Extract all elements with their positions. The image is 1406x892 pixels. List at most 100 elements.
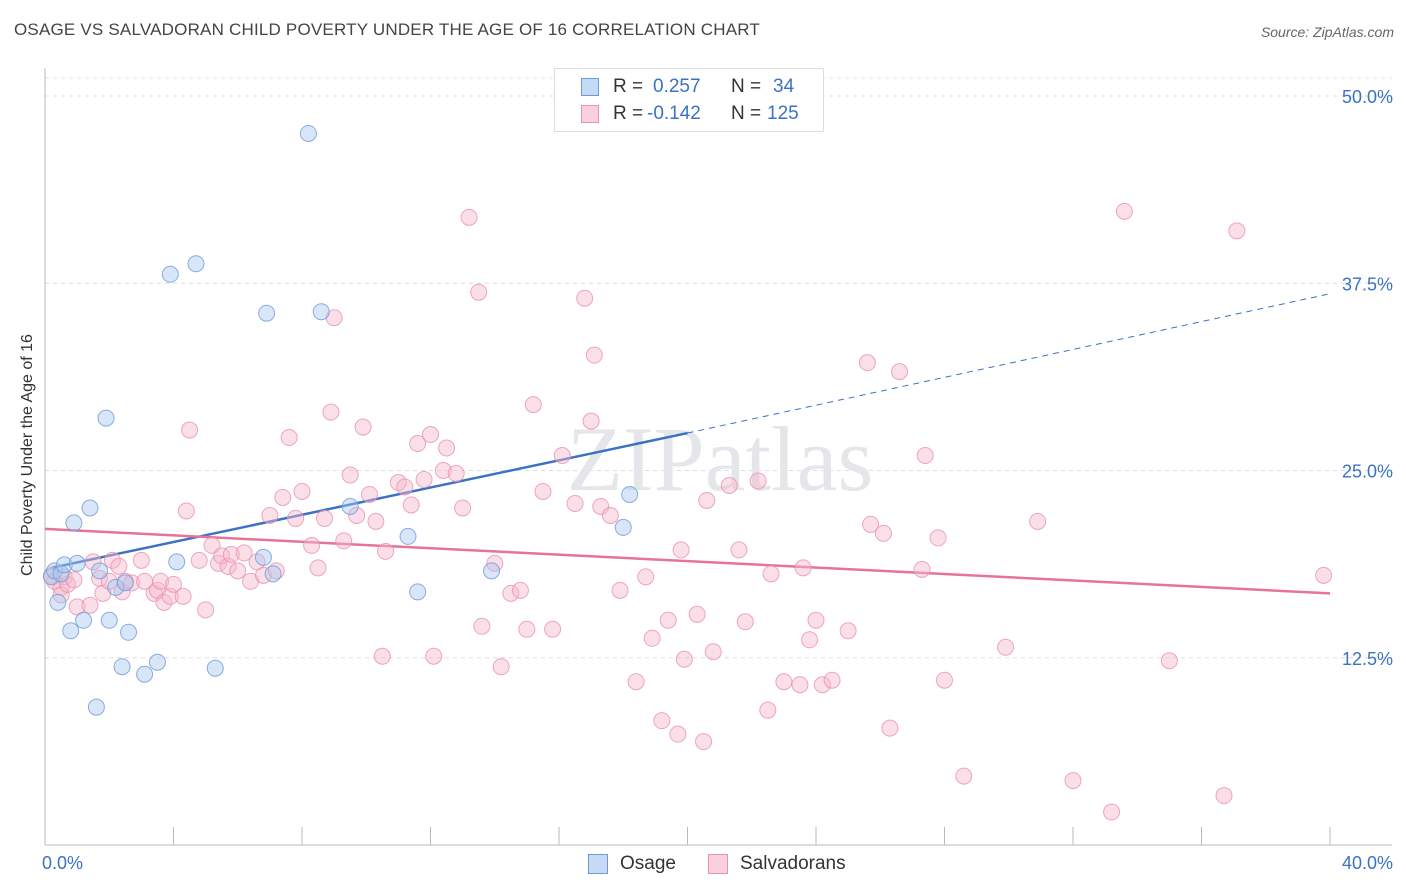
data-point-salvadorans [235,544,253,562]
data-point-salvadorans [736,613,754,631]
data-point-salvadorans [360,485,378,503]
data-point-salvadorans [794,559,812,577]
data-point-osage [312,303,330,321]
data-point-osage [107,578,125,596]
data-point-osage [65,514,83,532]
trend-lines [44,293,1331,595]
data-point-osage [621,485,639,503]
data-point-salvadorans [425,647,443,665]
data-point-salvadorans [315,509,333,527]
axes [44,68,1392,846]
data-point-salvadorans [197,601,215,619]
data-point-osage [299,124,317,142]
data-point-salvadorans [511,581,529,599]
data-point-salvadorans [454,499,472,517]
data-point-salvadorans [280,429,298,447]
data-point-salvadorans [653,712,671,730]
data-point-salvadorans [698,491,716,509]
data-point-salvadorans [377,542,395,560]
data-point-salvadorans [293,482,311,500]
legend-swatch-osage [581,78,599,96]
data-point-salvadorans [1215,787,1233,805]
data-point-salvadorans [891,363,909,381]
legend-n-value: 125 [767,103,799,124]
data-point-salvadorans [174,587,192,605]
data-point-osage [206,659,224,677]
data-point-salvadorans [659,611,677,629]
data-point-salvadorans [1160,652,1178,670]
data-point-osage [62,622,80,640]
data-point-salvadorans [1029,512,1047,530]
data-point-salvadorans [823,671,841,689]
data-point-salvadorans [152,572,170,590]
data-point-osage [49,593,67,611]
data-point-salvadorans [566,494,584,512]
data-point-salvadorans [1228,222,1246,240]
data-point-salvadorans [534,482,552,500]
watermark: ZIPatlas [567,408,874,510]
data-point-osage [100,611,118,629]
data-point-salvadorans [422,426,439,444]
legend-r-value: -0.142 [647,103,701,124]
data-point-osage [399,527,417,545]
data-point-salvadorans [813,676,831,694]
data-point-salvadorans [367,512,385,530]
legend-swatch-salvadorans [581,105,599,123]
trend-line-osage [51,431,688,570]
legend: R = 0.257 N = 34 R = -0.142 N = 125 [554,68,824,132]
data-point-salvadorans [447,464,465,482]
data-point-osage [113,658,131,676]
data-point-osage [52,565,70,583]
data-point-salvadorans [1064,772,1082,790]
data-point-salvadorans [759,701,777,719]
data-point-salvadorans [354,418,372,436]
data-point-osage [55,556,73,574]
data-point-salvadorans [1115,202,1133,220]
data-point-salvadorans [1315,566,1333,584]
data-point-salvadorans [1103,803,1121,821]
data-point-salvadorans [396,478,414,496]
legend-n-value: 34 [773,76,795,97]
data-point-osage [87,698,105,716]
data-point-salvadorans [348,506,366,524]
data-point-salvadorans [688,605,706,623]
data-point-salvadorans [585,346,603,364]
legend-n-label: N = [731,103,762,124]
data-point-salvadorans [222,545,240,563]
data-point-salvadorans [672,541,690,559]
data-point-salvadorans [181,421,199,439]
data-point-salvadorans [402,496,420,514]
tick-labels: 12.5% 25.0% 37.5% 50.0% 0.0% 40.0% [42,87,1393,873]
data-point-salvadorans [791,676,809,694]
data-point-osage [161,265,179,283]
data-point-osage [120,623,138,641]
bottom-legend-label-salvadorans: Salvadorans [740,853,846,874]
data-point-salvadorans [762,565,780,583]
data-point-osage [254,548,272,566]
chart-title: OSAGE VS SALVADORAN CHILD POVERTY UNDER … [14,20,761,39]
data-point-salvadorans [916,447,934,465]
data-point-salvadorans [730,541,748,559]
data-point-osage [264,565,282,583]
y-tick-label: 37.5% [1342,274,1393,294]
data-point-salvadorans [261,506,279,524]
data-point-salvadorans [470,283,488,301]
data-point-salvadorans [675,650,693,668]
data-point-salvadorans [415,470,433,488]
y-tick-label: 50.0% [1342,87,1393,107]
data-point-osage [68,554,86,572]
data-point-salvadorans [335,532,353,550]
data-point-salvadorans [582,412,600,430]
data-point-salvadorans [373,647,391,665]
bottom-legend-label-osage: Osage [620,853,676,874]
data-point-salvadorans [643,629,661,647]
data-point-osage [116,574,134,592]
data-point-salvadorans [460,208,478,226]
data-point-salvadorans [544,620,562,638]
data-point-salvadorans [913,560,931,578]
data-point-salvadorans [132,551,150,569]
data-point-osage [409,583,427,601]
bottom-legend-swatch-salvadorans [708,854,728,874]
x-tick-label: 40.0% [1342,853,1393,873]
